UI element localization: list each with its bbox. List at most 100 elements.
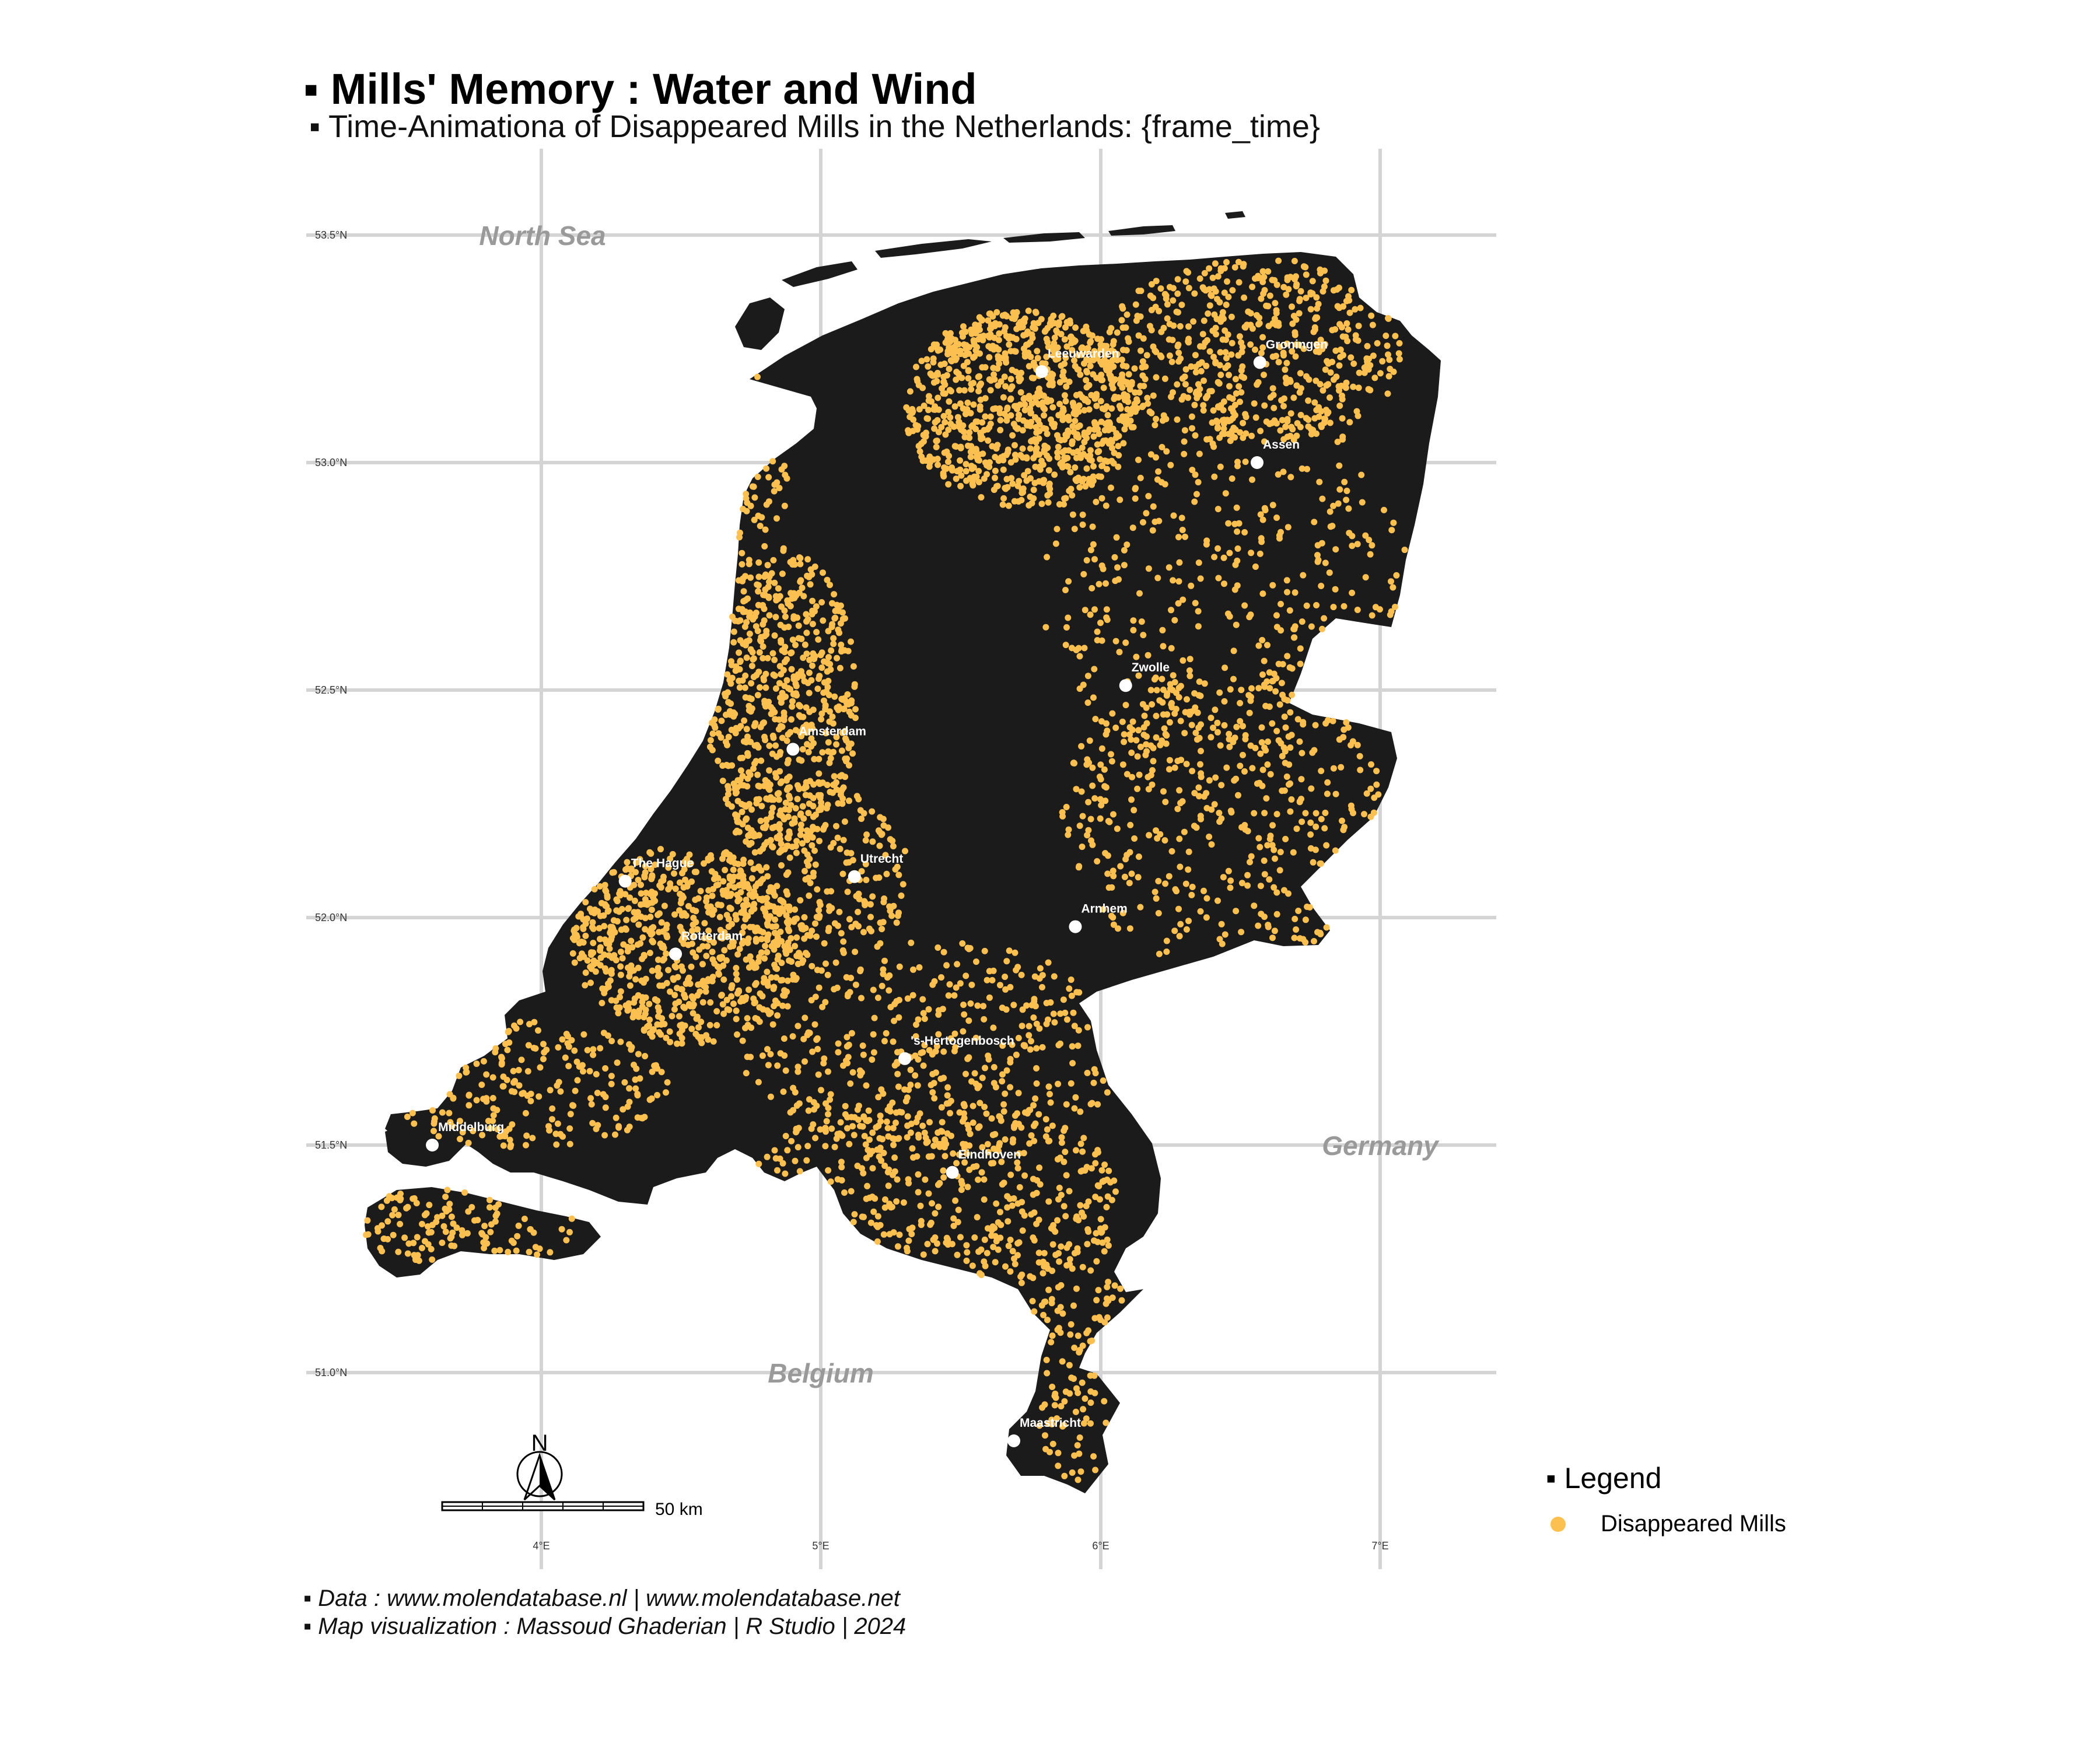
mill-point [1289, 303, 1295, 310]
mill-point [705, 887, 712, 894]
mill-point [1230, 648, 1237, 654]
mill-point [813, 933, 820, 940]
mill-point [809, 1048, 816, 1055]
mill-point [788, 649, 795, 656]
mill-point [742, 1024, 748, 1031]
mill-point [1265, 923, 1272, 930]
mill-point [733, 1016, 740, 1023]
mill-point [1259, 516, 1266, 523]
mill-point [999, 1071, 1006, 1078]
mill-point [1167, 461, 1174, 468]
mill-point [801, 678, 808, 685]
mill-point [1281, 887, 1287, 894]
mill-point [963, 1070, 969, 1077]
mill-point [723, 711, 729, 718]
mill-point [1296, 389, 1303, 396]
mill-point [1354, 412, 1362, 419]
mill-point [1227, 807, 1234, 814]
mill-point [1311, 326, 1318, 333]
mill-point [972, 347, 979, 354]
mill-point [761, 733, 768, 740]
mill-point [1355, 384, 1362, 391]
mill-point [608, 970, 615, 977]
mill-point [1322, 366, 1329, 373]
mill-point [1203, 394, 1209, 401]
mill-point [1082, 396, 1089, 402]
mill-point [896, 996, 902, 1003]
mill-point [1119, 346, 1126, 354]
mill-point [796, 589, 803, 596]
mill-point [738, 940, 746, 947]
mill-point [836, 773, 844, 780]
mill-point [997, 416, 1004, 424]
mill-point [1026, 502, 1032, 509]
mill-point [1343, 320, 1350, 327]
mill-point [1126, 849, 1133, 856]
mill-point [874, 1213, 881, 1220]
mill-point [818, 967, 825, 974]
mill-point [1021, 315, 1028, 322]
mill-point [842, 735, 849, 742]
mill-point [995, 337, 1002, 344]
mill-point [841, 695, 848, 702]
mill-point [1200, 377, 1207, 384]
mill-point [1170, 322, 1177, 329]
mill-point [1177, 800, 1184, 807]
mill-point [1114, 564, 1121, 571]
mill-point [982, 413, 989, 420]
mill-point [1098, 1229, 1105, 1236]
mill-point [709, 949, 716, 956]
mill-point [932, 1248, 939, 1255]
mill-point [626, 982, 634, 989]
mill-point [1138, 347, 1144, 354]
mill-point [1224, 362, 1231, 369]
mill-point [1011, 498, 1018, 505]
mill-point [1062, 354, 1069, 361]
mill-point [942, 330, 949, 337]
mill-point [982, 1065, 988, 1072]
mill-point [1090, 694, 1097, 701]
mill-point [818, 664, 825, 671]
mill-point [775, 796, 782, 803]
mill-point [1356, 369, 1363, 376]
mill-point [1175, 534, 1182, 541]
mill-point [1228, 432, 1236, 439]
mill-point [1273, 624, 1280, 631]
mill-point [1069, 511, 1076, 518]
mill-point [1128, 750, 1135, 756]
mill-point [1004, 405, 1011, 412]
mill-point [540, 1041, 547, 1048]
mill-point [1087, 816, 1094, 822]
mill-point [1082, 1395, 1088, 1402]
mill-point [716, 971, 722, 978]
mill-point [835, 800, 842, 807]
mill-point [1208, 806, 1215, 813]
mill-point [1040, 461, 1046, 468]
mill-point [905, 1237, 912, 1244]
mill-point [498, 1054, 505, 1060]
mill-point [1292, 329, 1298, 336]
mill-point [931, 425, 938, 432]
mill-point [929, 1070, 936, 1077]
mill-point [1240, 723, 1246, 730]
mill-point [1084, 1226, 1091, 1233]
mill-point [802, 925, 809, 932]
mill-point [1077, 1202, 1084, 1209]
mill-point [481, 1223, 488, 1230]
mill-point [807, 880, 814, 887]
mill-point [987, 387, 994, 394]
mill-point [1139, 701, 1146, 708]
mill-point [442, 1228, 449, 1236]
mill-point [866, 1116, 873, 1124]
mill-point [1075, 1027, 1082, 1034]
mill-point [709, 892, 716, 900]
mill-point [1271, 928, 1278, 935]
mill-point [733, 971, 740, 977]
mill-point [1238, 348, 1245, 355]
mill-point [724, 671, 731, 678]
mill-point [988, 1115, 995, 1122]
mill-point [860, 810, 867, 817]
mill-point [1016, 411, 1023, 418]
mill-point [631, 897, 638, 904]
mill-point [1160, 788, 1167, 795]
